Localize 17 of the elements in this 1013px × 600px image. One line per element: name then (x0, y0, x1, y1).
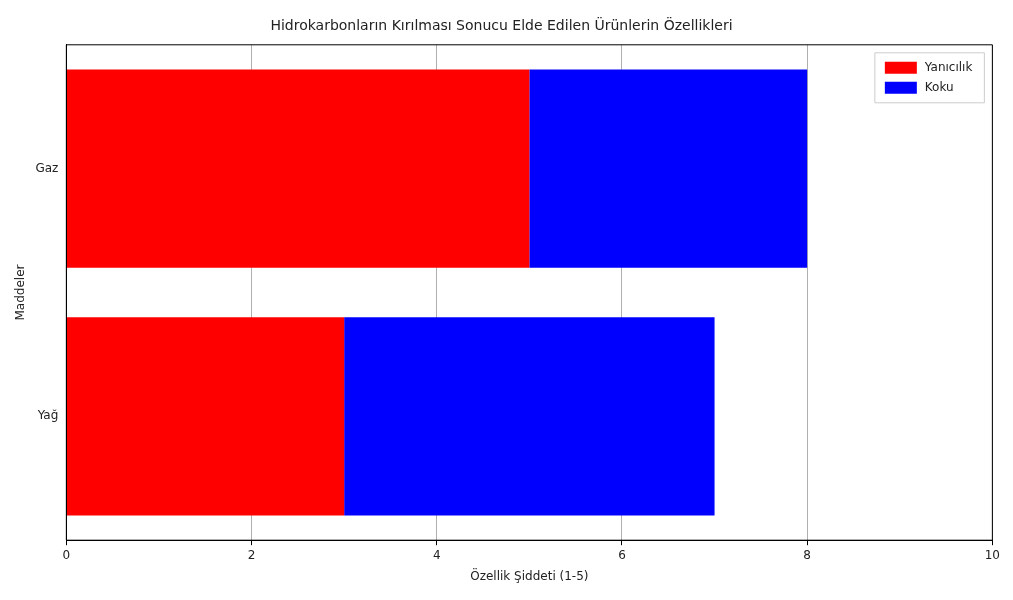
chart-title: Hidrokarbonların Kırılması Sonucu Elde Edilen Ürünlerin Özellikleri (270, 16, 733, 34)
x-axis-title: Özellik Şiddeti (1-5) (470, 566, 589, 583)
x-tick-label: 8 (803, 547, 811, 562)
bar (66, 69, 530, 268)
y-axis-title: Maddeler (13, 264, 28, 321)
bar (529, 69, 808, 268)
legend-label: Yanıcılık (923, 59, 973, 74)
x-tick-label: 6 (618, 547, 626, 562)
y-tick-label: Gaz (35, 160, 59, 175)
x-tick-label: 4 (432, 547, 441, 562)
bar (344, 317, 715, 516)
x-tick-label: 10 (984, 547, 1001, 562)
legend-label: Koku (924, 79, 954, 94)
x-tick-label: 0 (62, 547, 71, 562)
y-tick-label: Yağ (36, 408, 59, 423)
bar (66, 317, 345, 516)
x-tick-label: 2 (247, 547, 256, 562)
